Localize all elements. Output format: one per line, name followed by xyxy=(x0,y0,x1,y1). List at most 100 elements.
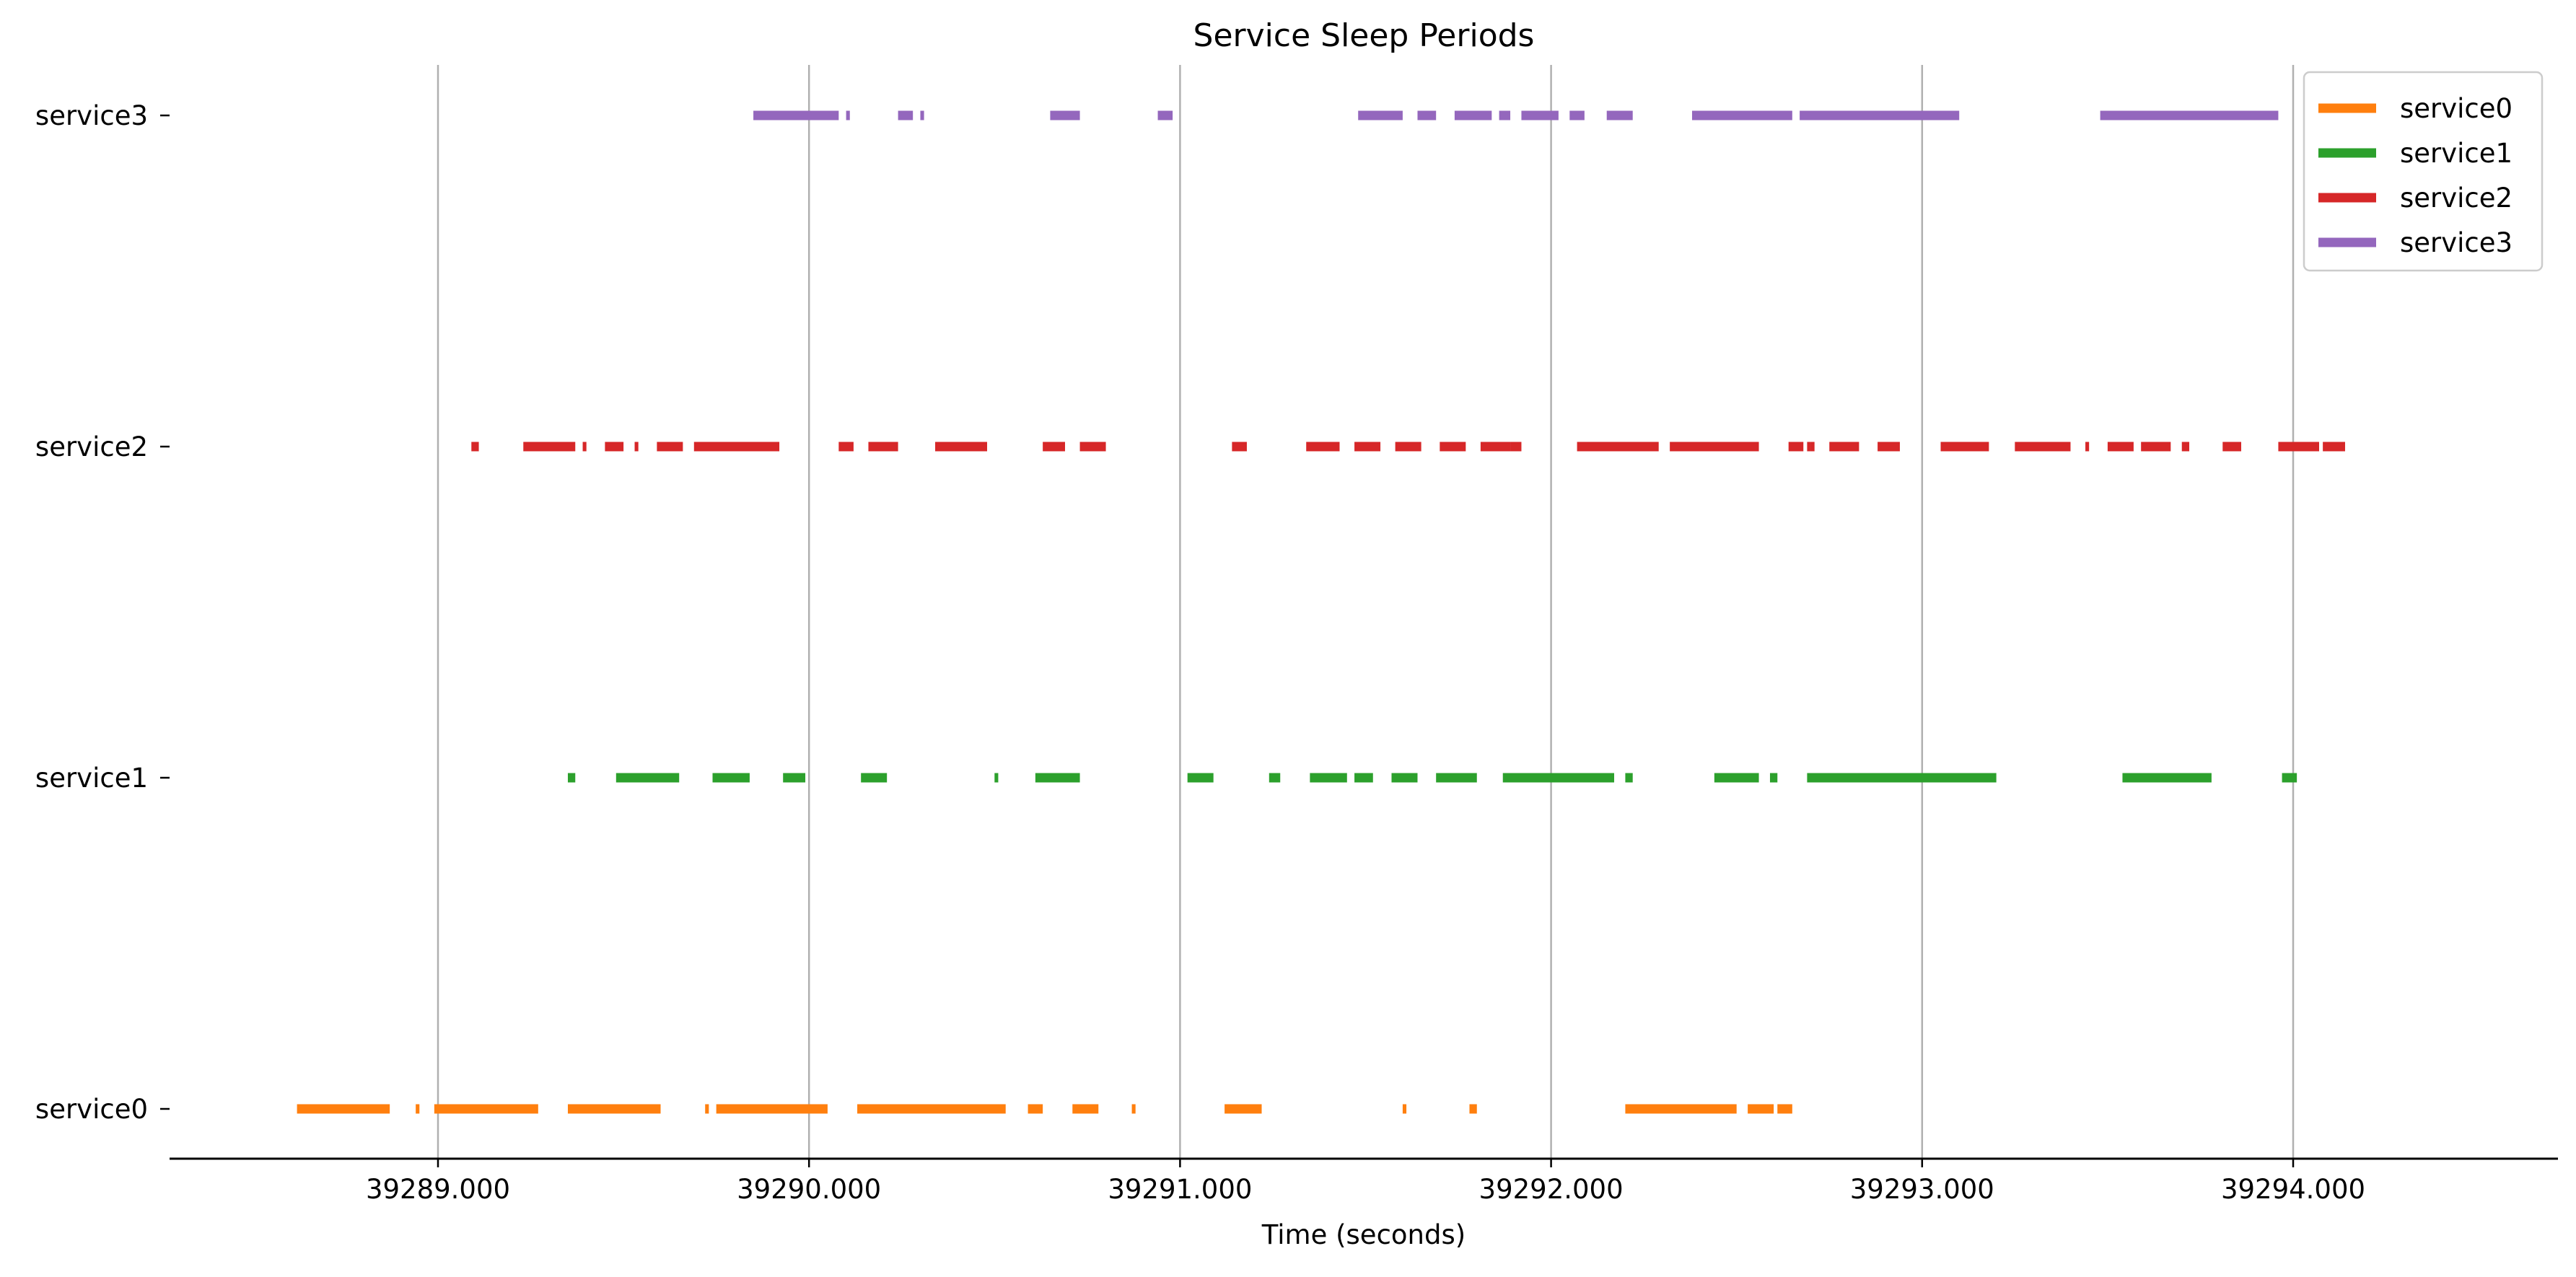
service1-sleep-bar xyxy=(1714,773,1759,783)
service1-sleep-bar xyxy=(994,773,999,783)
service0-sleep-bar xyxy=(416,1104,420,1114)
service1-sleep-bar xyxy=(783,773,806,783)
service3-sleep-bar xyxy=(753,110,839,120)
service2-sleep-bar xyxy=(1829,442,1859,452)
x-tick-label: 39293.000 xyxy=(1850,1174,1994,1205)
service2-sleep-bar xyxy=(1510,442,1522,452)
service1-sleep-bar xyxy=(1502,773,1615,783)
service0-sleep-bar xyxy=(567,1104,661,1114)
service3-sleep-bar xyxy=(1569,110,1585,120)
service3-sleep-bar xyxy=(920,110,924,120)
service0-sleep-bar xyxy=(1469,1104,1477,1114)
x-tick-label: 39294.000 xyxy=(2221,1174,2365,1205)
y-tick-label: service2 xyxy=(35,431,148,462)
y-tick-label: service0 xyxy=(35,1094,148,1125)
service0-sleep-bar xyxy=(1131,1104,1136,1114)
service2-sleep-bar xyxy=(471,442,479,452)
legend-label-service1: service1 xyxy=(2400,138,2513,169)
service0-sleep-bar xyxy=(1028,1104,1043,1114)
service2-sleep-bar xyxy=(1079,442,1106,452)
service1-sleep-bar xyxy=(2122,773,2212,783)
service2-sleep-bar xyxy=(1306,442,1340,452)
service2-sleep-bar xyxy=(1788,442,1804,452)
legend: service0 service1 service2 service3 xyxy=(2303,71,2544,272)
service2-sleep-bar xyxy=(582,442,587,452)
service2-sleep-bar xyxy=(1940,442,1989,452)
service2-sleep-bar xyxy=(2085,442,2090,452)
service3-sleep-bar xyxy=(1499,110,1511,120)
x-ticks-layer: 39289.000 39290.000 39291.000 39292.000 3929… xyxy=(366,1159,2365,1205)
service1-sleep-bar xyxy=(1310,773,1347,783)
service2-sleep-bar xyxy=(1807,442,1811,452)
service0-sleep-bar xyxy=(1225,1104,1262,1114)
legend-label-service0: service0 xyxy=(2400,93,2513,124)
service2-sleep-bar xyxy=(935,442,988,452)
service3-sleep-bar xyxy=(2100,110,2279,120)
service1-sleep-bar xyxy=(1625,773,1633,783)
service0-sleep-bar xyxy=(1402,1104,1407,1114)
service0-sleep-bar xyxy=(857,1104,1006,1114)
service2-sleep-bar xyxy=(1670,442,1759,452)
y-ticks-layer: service0 service1 service2 service3 xyxy=(35,100,170,1125)
service3-sleep-bar xyxy=(1454,110,1492,120)
service3-sleep-bar xyxy=(1157,110,1173,120)
x-tick-label: 39289.000 xyxy=(366,1174,510,1205)
chart-title: Service Sleep Periods xyxy=(1193,17,1535,54)
service1-sleep-bar xyxy=(1807,773,1997,783)
service3-sleep-bar xyxy=(846,110,850,120)
service2-sleep-bar xyxy=(1354,442,1381,452)
service2-sleep-bar xyxy=(657,442,683,452)
x-tick-label: 39290.000 xyxy=(737,1174,881,1205)
service3-sleep-bar xyxy=(1521,110,1559,120)
service2-sleep-bar xyxy=(1480,442,1511,452)
service3-sleep-bar xyxy=(1417,110,1437,120)
legend-frame xyxy=(2303,71,2544,272)
service0-sleep-bar xyxy=(434,1104,538,1114)
legend-label-service3: service3 xyxy=(2400,227,2513,258)
service2-sleep-bar xyxy=(1232,442,1247,452)
service2-sleep-bar xyxy=(1878,442,1900,452)
service1-sleep-bar xyxy=(1269,773,1281,783)
bars-layer xyxy=(297,110,2345,1114)
service1-sleep-bar xyxy=(1769,773,1778,783)
service1-sleep-bar xyxy=(615,773,680,783)
service2-sleep-bar xyxy=(1577,442,1659,452)
service2-sleep-bar xyxy=(2107,442,2134,452)
service2-sleep-bar xyxy=(2323,442,2345,452)
legend-label-service2: service2 xyxy=(2400,183,2513,214)
service2-sleep-bar xyxy=(1810,442,1815,452)
service2-sleep-bar xyxy=(1395,442,1421,452)
service0-sleep-bar xyxy=(1625,1104,1737,1114)
grid-layer xyxy=(437,65,2295,1159)
service0-sleep-bar xyxy=(1748,1104,1774,1114)
service3-sleep-bar xyxy=(1606,110,1633,120)
service2-sleep-bar xyxy=(634,442,639,452)
service3-sleep-bar xyxy=(1050,110,1080,120)
service2-sleep-bar xyxy=(838,442,854,452)
service2-sleep-bar xyxy=(1043,442,1065,452)
service2-sleep-bar xyxy=(2278,442,2319,452)
service2-sleep-bar xyxy=(2141,442,2171,452)
service2-sleep-bar xyxy=(1440,442,1466,452)
service1-sleep-bar xyxy=(1187,773,1214,783)
service3-sleep-bar xyxy=(1800,110,1960,120)
service1-sleep-bar xyxy=(2282,773,2297,783)
service0-sleep-bar xyxy=(716,1104,828,1114)
service0-sleep-bar xyxy=(1777,1104,1792,1114)
service2-sleep-bar xyxy=(605,442,624,452)
service2-sleep-bar xyxy=(868,442,898,452)
x-axis-label: Time (seconds) xyxy=(1261,1219,1466,1250)
service0-sleep-bar xyxy=(1072,1104,1099,1114)
service0-sleep-bar xyxy=(297,1104,390,1114)
service1-sleep-bar xyxy=(1436,773,1477,783)
x-tick-label: 39292.000 xyxy=(1479,1174,1624,1205)
service1-sleep-bar xyxy=(1354,773,1373,783)
service2-sleep-bar xyxy=(523,442,576,452)
service3-sleep-bar xyxy=(1358,110,1403,120)
y-tick-label: service3 xyxy=(35,100,148,131)
service1-sleep-bar xyxy=(861,773,888,783)
service1-sleep-bar xyxy=(567,773,576,783)
y-tick-label: service1 xyxy=(35,763,148,794)
service3-sleep-bar xyxy=(1691,110,1792,120)
